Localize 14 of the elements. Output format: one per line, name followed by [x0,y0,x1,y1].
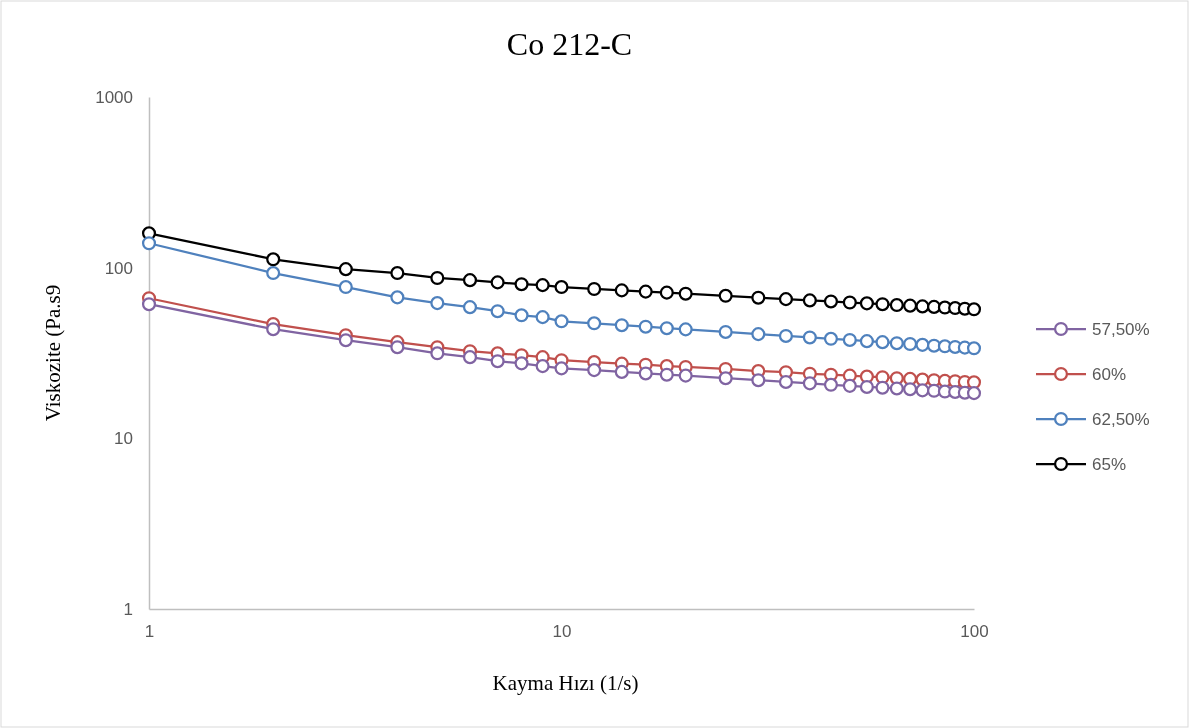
y-tick-label: 10 [114,429,133,449]
x-tick-label: 100 [960,622,989,642]
legend-label: 65% [1092,455,1127,474]
y-tick-label: 100 [104,258,133,278]
legend-label: 60% [1092,365,1127,384]
y-tick-label: 1000 [95,87,133,107]
chart-title: Co 212-C [506,26,633,62]
x-tick-label: 1 [144,622,155,642]
y-tick-label: 1 [123,599,133,619]
legend-label: 62,50% [1092,410,1150,429]
x-axis-title: Kayma Hızı (1/s) [492,671,639,695]
x-tick-label: 10 [552,622,572,642]
y-axis-title: Viskozite (Pa.s9 [41,284,65,422]
legend-label: 57,50% [1092,320,1150,339]
